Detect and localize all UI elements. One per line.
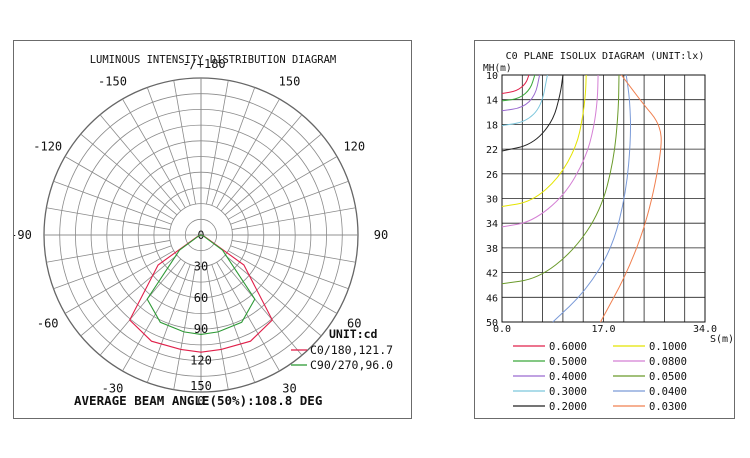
isolux-x-tick-label: 17.0: [591, 324, 615, 335]
polar-radial-line: [173, 80, 196, 205]
polar-radial-tick-label: 60: [194, 291, 208, 305]
polar-radial-line: [206, 80, 229, 205]
polar-angle-label: -120: [33, 140, 62, 154]
polar-radial-line: [53, 180, 172, 225]
polar-radial-line: [146, 264, 191, 383]
luminous-intensity-panel: LUMINOUS INTENSITY DISTRIBUTION DIAGRAM -…: [13, 40, 412, 419]
polar-series-curve: [129, 234, 273, 353]
polar-angle-label: 30: [282, 381, 296, 395]
polar-radial-line: [230, 245, 349, 290]
isolux-chart: C0 PLANE ISOLUX DIAGRAM (UNIT:lx)MH(m)10…: [483, 51, 734, 413]
isolux-legend-label: 0.2000: [549, 401, 587, 413]
polar-radial-tick-label: 30: [194, 259, 208, 273]
polar-radial-line: [211, 264, 256, 383]
beam-angle-text: AVERAGE BEAM ANGLE(50%):108.8 DEG: [74, 393, 322, 408]
polar-radial-tick-label: 150: [190, 379, 212, 393]
polar-angle-label: 0: [197, 394, 204, 408]
isolux-contour-line: [552, 74, 632, 323]
isolux-contour-line: [501, 74, 620, 285]
polar-radial-line: [216, 98, 280, 209]
polar-radial-line: [231, 207, 356, 230]
polar-radial-line: [230, 180, 349, 225]
isolux-legend-label: 0.4000: [549, 371, 587, 383]
isolux-legend-label: 0.0300: [649, 401, 687, 413]
polar-angle-label: -150: [98, 75, 127, 89]
isolux-contour-line: [501, 74, 530, 94]
polar-unit-label: UNIT:cd: [329, 327, 378, 341]
polar-radial-line: [220, 258, 303, 356]
polar-radial-line: [216, 261, 280, 372]
isolux-x-axis-label: S(m): [710, 334, 734, 345]
polar-radial-line: [224, 254, 322, 337]
isolux-panel: C0 PLANE ISOLUX DIAGRAM (UNIT:lx) MH(m) 10…: [474, 40, 735, 419]
polar-radial-line: [53, 245, 172, 290]
isolux-y-tick-label: 38: [486, 244, 498, 255]
isolux-contour-line: [501, 74, 548, 127]
isolux-legend-label: 0.3000: [549, 386, 587, 398]
polar-legend-label: C0/180,121.7: [310, 343, 393, 357]
isolux-y-tick-label: 42: [486, 269, 498, 280]
isolux-x-tick-label: 0.0: [493, 324, 511, 335]
isolux-legend-label: 0.0400: [649, 386, 687, 398]
isolux-y-tick-label: 26: [486, 170, 498, 181]
polar-angle-label: 150: [279, 75, 301, 89]
polar-angle-label: 120: [343, 140, 365, 154]
polar-radial-line: [122, 261, 186, 372]
isolux-contour-line: [600, 74, 662, 323]
isolux-y-tick-label: 30: [486, 195, 498, 206]
isolux-legend-label: 0.1000: [649, 341, 687, 353]
isolux-plot-border: [501, 74, 706, 323]
polar-chart: LUMINOUS INTENSITY DISTRIBUTION DIAGRAM-…: [14, 54, 393, 408]
polar-radial-line: [220, 114, 303, 212]
polar-radial-line: [122, 98, 186, 209]
polar-angle-label: -90: [14, 228, 32, 242]
polar-radial-tick-label: 120: [190, 354, 212, 368]
polar-radial-line: [227, 156, 338, 220]
polar-title: LUMINOUS INTENSITY DISTRIBUTION DIAGRAM: [90, 54, 337, 66]
polar-radial-line: [173, 265, 196, 390]
isolux-y-tick-label: 10: [486, 71, 498, 82]
isolux-y-tick-label: 34: [486, 219, 498, 230]
polar-series-curve: [146, 234, 256, 335]
polar-angle-label: -60: [37, 317, 59, 331]
isolux-legend-label: 0.5000: [549, 356, 587, 368]
polar-legend-label: C90/270,96.0: [310, 358, 393, 372]
isolux-y-tick-label: 46: [486, 293, 498, 304]
isolux-y-tick-label: 14: [486, 96, 498, 107]
polar-radial-line: [224, 133, 322, 216]
polar-radial-line: [146, 87, 191, 206]
polar-radial-line: [211, 87, 256, 206]
polar-radial-line: [231, 240, 356, 263]
polar-radial-line: [46, 240, 171, 263]
polar-radial-line: [64, 250, 175, 314]
polar-radial-line: [80, 133, 178, 216]
polar-radial-line: [206, 265, 229, 390]
isolux-title: C0 PLANE ISOLUX DIAGRAM (UNIT:lx): [506, 51, 705, 62]
isolux-y-tick-label: 50: [486, 318, 498, 329]
isolux-legend-label: 0.0500: [649, 371, 687, 383]
isolux-contour-line: [501, 74, 564, 152]
isolux-contour-line: [501, 74, 599, 228]
polar-radial-line: [46, 207, 171, 230]
isolux-contour-line: [501, 74, 587, 207]
isolux-legend-label: 0.0800: [649, 356, 687, 368]
isolux-y-tick-label: 18: [486, 120, 498, 131]
isolux-contour-line: [501, 74, 541, 112]
polar-radial-line: [99, 114, 182, 212]
polar-angle-label: 60: [347, 317, 361, 331]
polar-radial-line: [80, 254, 178, 337]
isolux-y-tick-label: 22: [486, 145, 498, 156]
isolux-contour-line: [501, 74, 536, 102]
polar-radial-tick-label: 90: [194, 322, 208, 336]
polar-radial-line: [64, 156, 175, 220]
isolux-y-axis-label: MH(m): [483, 63, 512, 74]
polar-angle-label: -/+180: [182, 57, 225, 71]
polar-radial-line: [227, 250, 338, 314]
isolux-legend-label: 0.6000: [549, 341, 587, 353]
polar-radial-line: [99, 258, 182, 356]
polar-angle-label: 90: [374, 228, 388, 242]
isolux-x-tick-label: 34.0: [693, 324, 717, 335]
polar-angle-label: -30: [102, 381, 124, 395]
